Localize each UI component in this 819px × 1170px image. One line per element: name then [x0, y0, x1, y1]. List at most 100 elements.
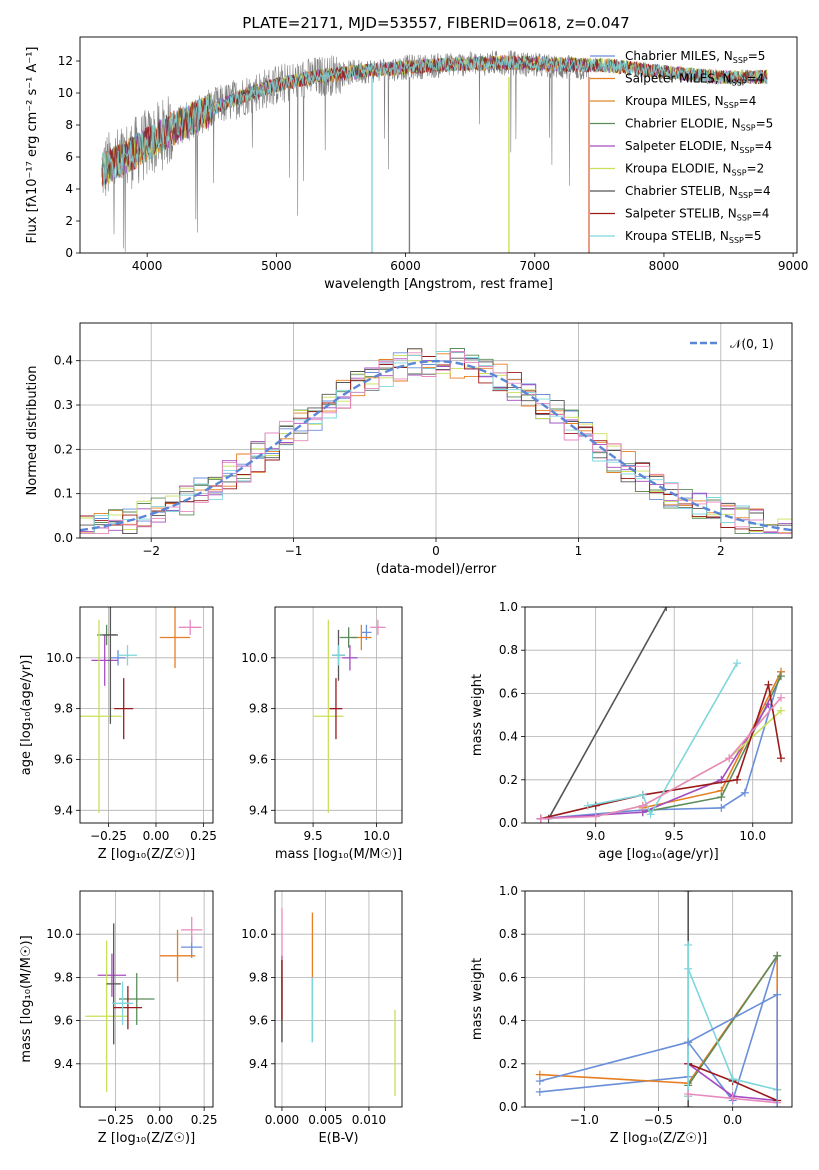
legend-subscript: SSP: [738, 191, 753, 200]
axes-frame: [79, 606, 214, 824]
panel-mass-vs-EBV: 0.000 0.005 0.010 9.4 9.6 9.8 10.0 E(B-V): [241, 890, 403, 1146]
x-axis-label: Z [log₁₀(Z/Z☉)]: [98, 1131, 195, 1146]
y-tick-label: 0.4: [54, 354, 73, 368]
x-tick-label: −2: [142, 544, 160, 558]
x-tick-label: 6000: [390, 259, 421, 273]
y-axis-label: Flux [fλ10⁻¹⁷ erg cm⁻² s⁻¹ A⁻¹]: [25, 47, 40, 244]
y-tick-label: 12: [58, 54, 73, 68]
x-axis-label: E(B-V): [318, 1131, 358, 1146]
legend-text: Salpeter ELODIE, N: [625, 139, 739, 153]
y-tick-label: 9.6: [54, 752, 73, 766]
x-axis-label: age [log₁₀(age/yr)]: [598, 847, 719, 862]
legend-suffix: =5: [748, 49, 766, 63]
y-tick-label: 0.8: [499, 927, 518, 941]
y-axis-label: mass weight: [470, 958, 485, 1040]
y-tick-label: 9.8: [249, 702, 268, 716]
plot-area: [536, 607, 786, 823]
panel-massweight-vs-age: 9.0 9.5 10.0 0.0 0.2 0.4 0.6 0.8 1.0 age [log₁₀(a…: [470, 600, 793, 862]
x-tick-label: 0.00: [146, 1113, 173, 1127]
histogram-series: [80, 351, 792, 535]
x-tick-label: 1: [575, 544, 583, 558]
x-tick-label: 10.0: [363, 829, 390, 843]
x-axis-label: (data-model)/error: [376, 562, 497, 577]
panel-residuals: −2 −1 0 1 2 0.0 0.1 0.2 0.3 0.4 (data-model)/error…: [25, 322, 793, 577]
y-tick-label: 1.0: [499, 884, 518, 898]
legend-text: Chabrier MILES, N: [625, 49, 733, 63]
legend-subscript: SSP: [741, 124, 756, 133]
x-tick-label: 0.25: [190, 829, 217, 843]
x-tick-label: 8000: [649, 259, 680, 273]
plot-area: [101, 50, 768, 253]
x-tick-label: 0.25: [191, 1113, 218, 1127]
y-tick-label: 0.1: [54, 487, 73, 501]
y-tick-label: 6: [65, 150, 73, 164]
legend-entry: Salpeter STELIB, NSSP=4: [625, 207, 769, 223]
series-line: [540, 684, 782, 820]
series-line: [539, 993, 779, 1107]
legend-entry: Salpeter MILES, NSSP=4: [625, 72, 764, 88]
axes-frame: [274, 890, 403, 1108]
y-tick-label: 9.6: [249, 1014, 268, 1028]
legend-suffix: =4: [747, 72, 765, 86]
y-axis-label: Normed distribution: [25, 366, 40, 496]
legend-text: Salpeter MILES, N: [625, 72, 732, 86]
panel-mass-vs-Z: −0.25 0.00 0.25 9.4 9.6 9.8 10.0 Z [log₁₀(Z/Z☉)…: [19, 890, 218, 1146]
x-tick-label: 0: [432, 544, 440, 558]
y-tick-label: 10.0: [46, 651, 73, 665]
plot-area: [85, 916, 203, 1092]
x-tick-label: −0.25: [90, 829, 127, 843]
legend-suffix: =5: [744, 229, 762, 243]
series-line: [687, 955, 778, 1086]
panel-massweight-vs-Z: −1.0 −0.5 0.0 0.0 0.2 0.4 0.6 0.8 1.0 Z [log₁₀(Z/…: [470, 884, 793, 1146]
x-tick-label: 0.00: [143, 829, 170, 843]
x-axis-label: mass [log₁₀(M/M☉)]: [275, 847, 402, 862]
legend-subscript: SSP: [724, 101, 739, 110]
legend-subscript: SSP: [729, 236, 744, 245]
y-tick-label: 8: [65, 118, 73, 132]
y-tick-label: 0.2: [499, 773, 518, 787]
y-tick-label: 0.0: [54, 531, 73, 545]
y-tick-label: 9.4: [54, 803, 73, 817]
legend-text: Chabrier STELIB, N: [625, 184, 738, 198]
x-tick-label: 7000: [519, 259, 550, 273]
panel-age-vs-Z: −0.25 0.00 0.25 9.4 9.6 9.8 10.0 Z [log₁₀(Z/Z☉)…: [19, 606, 217, 862]
x-tick-label: 0.010: [352, 1113, 386, 1127]
legend-normal: 𝒩(0, 1): [730, 337, 774, 351]
x-tick-label: 9000: [778, 259, 809, 273]
legend-text: Chabrier ELODIE, N: [625, 117, 741, 131]
legend-subscript: SSP: [732, 79, 747, 88]
y-tick-label: 0.3: [54, 398, 73, 412]
legend-suffix: =4: [753, 184, 771, 198]
legend-subscript: SSP: [732, 169, 747, 178]
x-tick-label: 2: [717, 544, 725, 558]
legend-suffix: =4: [752, 207, 770, 221]
x-axis-label: Z [log₁₀(Z/Z☉)]: [610, 1131, 707, 1146]
x-axis-label: wavelength [Angstrom, rest frame]: [324, 277, 553, 292]
x-axis-label: Z [log₁₀(Z/Z☉)]: [98, 847, 195, 862]
panel-age-vs-mass: 9.5 10.0 9.4 9.6 9.8 10.0 mass [log₁₀(M/M☉)]: [241, 606, 403, 862]
legend-suffix: =4: [754, 139, 772, 153]
x-tick-label: 0.0: [723, 1113, 742, 1127]
figure-title: PLATE=2171, MJD=53557, FIBERID=0618, z=0…: [242, 14, 629, 32]
legend-subscript: SSP: [739, 146, 754, 155]
x-tick-label: 9.0: [586, 829, 605, 843]
y-tick-label: 0.4: [499, 1014, 518, 1028]
legend-text: Kroupa ELODIE, N: [625, 162, 732, 176]
y-tick-label: 0.0: [499, 1100, 518, 1114]
y-tick-label: 9.8: [249, 970, 268, 984]
x-tick-label: 5000: [261, 259, 292, 273]
x-tick-label: −0.5: [644, 1113, 673, 1127]
axes-frame: [79, 890, 214, 1108]
y-axis-label: mass weight: [470, 674, 485, 756]
y-axis-label: mass [log₁₀(M/M☉)]: [19, 935, 34, 1062]
x-tick-label: −1: [285, 544, 303, 558]
legend-entry: Salpeter ELODIE, NSSP=4: [625, 139, 772, 155]
axes-frame: [524, 606, 793, 824]
data-spectrum: [101, 50, 589, 252]
axes-frame: [79, 322, 793, 539]
y-tick-label: 9.4: [249, 1057, 268, 1071]
legend-suffix: =2: [747, 162, 765, 176]
y-tick-label: 9.6: [249, 752, 268, 766]
